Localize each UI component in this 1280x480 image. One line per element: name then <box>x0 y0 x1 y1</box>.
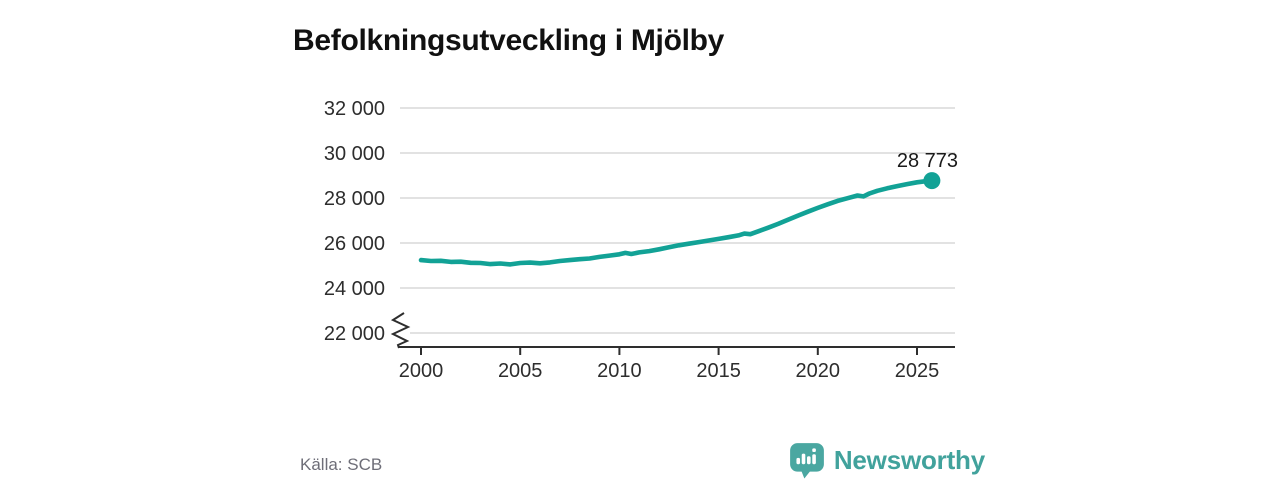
y-axis-tick-label: 28 000 <box>324 188 385 210</box>
x-axis-tick-label: 2010 <box>597 360 642 382</box>
y-axis-tick-label: 32 000 <box>324 98 385 120</box>
end-point-dot <box>923 172 941 190</box>
x-axis-tick-label: 2025 <box>895 360 940 382</box>
source-label: Källa: SCB <box>300 455 383 474</box>
page-title: Befolkningsutveckling i Mjölby <box>293 24 725 58</box>
axis-break-glyph <box>390 312 411 349</box>
end-value-label: 28 773 <box>896 150 958 172</box>
x-axis-tick-label: 2005 <box>498 360 543 382</box>
x-axis-tick-label: 2015 <box>696 360 741 382</box>
y-axis-tick-label: 26 000 <box>324 233 385 255</box>
newsworthy-logo: Newsworthy <box>788 441 985 479</box>
y-axis-tick-label: 24 000 <box>324 278 385 300</box>
y-axis-tick-label: 22 000 <box>324 323 385 345</box>
bar-chart-speech-bubble-icon <box>789 443 824 479</box>
x-axis-tick-label: 2020 <box>796 360 841 382</box>
newsworthy-wordmark: Newsworthy <box>833 444 985 475</box>
y-axis-tick-label: 30 000 <box>324 143 385 165</box>
x-axis-tick-label: 2000 <box>399 360 444 382</box>
population-line <box>418 178 935 267</box>
